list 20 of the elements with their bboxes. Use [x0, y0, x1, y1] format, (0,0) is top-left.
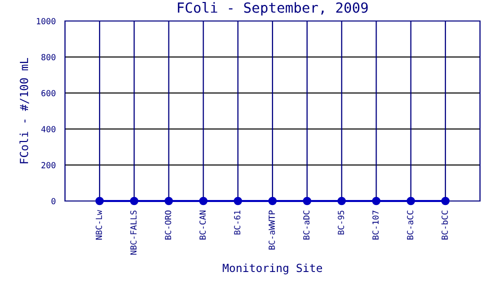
x-tick-label: BC-aDC: [303, 210, 310, 240]
x-tick-label: BC-aCC: [406, 210, 414, 240]
y-tick-label: 800: [41, 54, 56, 60]
y-axis-title: FColi - #/100 mL: [20, 58, 30, 164]
y-tick-label: 200: [42, 162, 56, 168]
x-tick-label: BC-CAN: [199, 210, 206, 240]
y-tick-label: 1000: [36, 18, 56, 24]
chart-title: FColi - September, 2009: [178, 2, 368, 16]
y-tick-label: 0: [51, 198, 56, 204]
x-tick-label: NBC-FALLS: [130, 210, 137, 255]
x-tick-label: NBC-Lw: [96, 210, 102, 240]
x-axis-title: Monitoring Site: [222, 264, 322, 274]
x-tick-label: BC-ORO: [164, 210, 172, 240]
x-tick-label: BC-95: [338, 210, 344, 234]
x-tick-label: BC-61: [234, 210, 240, 234]
x-tick-label: BC-bCC: [441, 210, 448, 240]
x-tick-label: BC-107: [372, 210, 379, 240]
y-tick-label: 600: [41, 90, 56, 96]
y-tick-label: 400: [41, 126, 56, 132]
x-tick-label: BC-aWWTP: [268, 210, 275, 250]
